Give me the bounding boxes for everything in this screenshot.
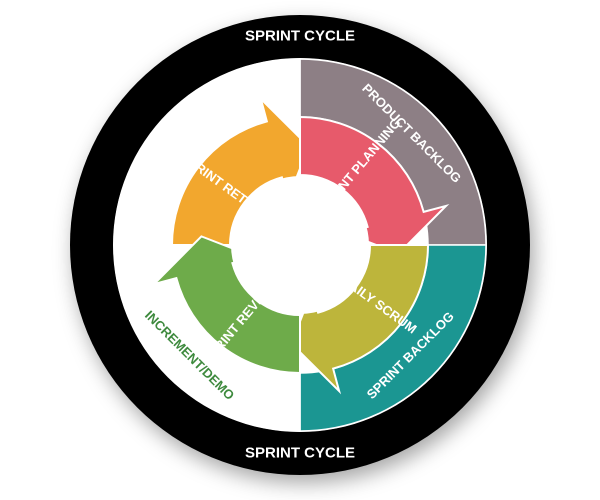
diagram-svg: SPRINT CYCLESPRINT CYCLEPRODUCT BACKLOGS…	[0, 0, 600, 500]
ring-title-bottom: SPRINT CYCLE	[245, 444, 355, 461]
disc-group	[70, 15, 530, 475]
sprint-cycle-diagram: SPRINT CYCLESPRINT CYCLEPRODUCT BACKLOGS…	[0, 0, 600, 500]
ring-title-top: SPRINT CYCLE	[245, 27, 355, 44]
